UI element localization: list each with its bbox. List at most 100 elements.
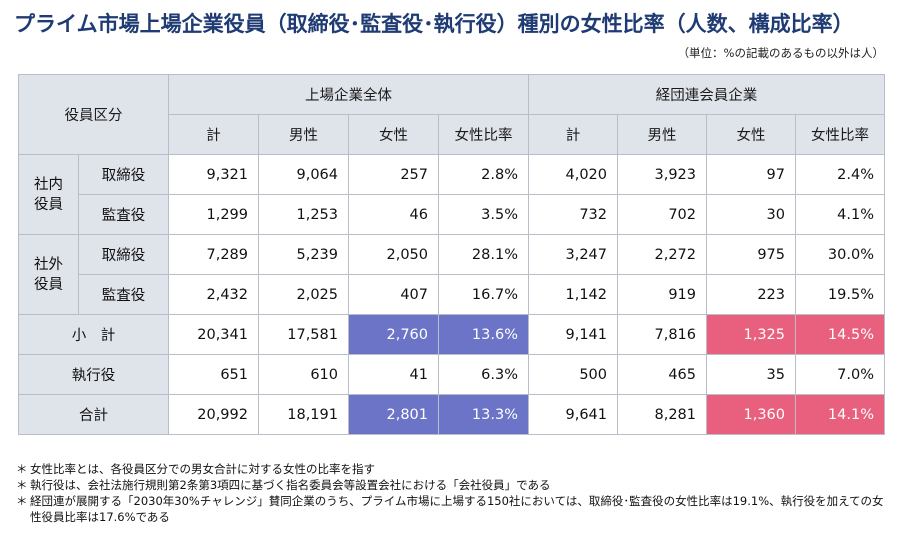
cell: 7.0%: [795, 354, 885, 395]
cell-highlight: 13.3%: [438, 394, 529, 435]
header-row-cols: 計 男性 女性 女性比率 計 男性 女性 女性比率: [19, 114, 885, 155]
cell: 975: [706, 234, 796, 275]
group-label-text: 社外 役員: [34, 256, 63, 293]
row-label: 取締役: [78, 154, 169, 195]
cell: 9,641: [528, 394, 618, 435]
footnote-mark: ＊: [16, 478, 28, 492]
cell: 1,253: [258, 194, 349, 235]
footnote: ＊ 女性比率とは、各役員区分での男女合計に対する女性の比率を指す: [16, 461, 892, 477]
cell: 46: [348, 194, 439, 235]
cell: 4.1%: [795, 194, 885, 235]
cell: 3.5%: [438, 194, 529, 235]
col-header: 女性: [706, 114, 796, 155]
table-row: 社内 役員 取締役 9,321 9,064 257 2.8% 4,020 3,9…: [18, 154, 885, 235]
cell: 223: [706, 274, 796, 315]
cell: 2.4%: [795, 154, 885, 195]
col-header: 女性: [348, 114, 439, 155]
cell: 20,992: [168, 394, 259, 435]
cell: 1,299: [168, 194, 259, 235]
col-header: 計: [168, 114, 259, 155]
cell: 732: [528, 194, 618, 235]
cell: 407: [348, 274, 439, 315]
footnote-text: 経団連が展開する「2030年30%チャレンジ」賛同企業のうち、プライム市場に上場…: [30, 494, 884, 524]
table-row: 監査役 2,432 2,025 407 16.7% 1,142 919 223 …: [19, 274, 885, 315]
table-row-total: 合計 20,992 18,191 2,801 13.3% 9,641 8,281…: [18, 394, 885, 435]
col-header: 女性比率: [438, 114, 529, 155]
cell: 2,050: [348, 234, 439, 275]
cell: 20,341: [168, 314, 259, 355]
row-label: 監査役: [78, 274, 169, 315]
table-row: 監査役 1,299 1,253 46 3.5% 732 702 30 4.1%: [19, 194, 885, 235]
cell: 919: [617, 274, 707, 315]
row-label: 監査役: [78, 194, 169, 235]
header-group-keidanren: 経団連会員企業: [528, 74, 885, 115]
cell: 4,020: [528, 154, 618, 195]
cell-highlight: 1,360: [706, 394, 796, 435]
cell-highlight: 2,760: [348, 314, 439, 355]
cell-highlight: 14.1%: [795, 394, 885, 435]
cell: 7,289: [168, 234, 259, 275]
cell: 610: [258, 354, 349, 395]
footnote-text: 執行役は、会社法施行規則第2条第3項四に基づく指名委員会等設置会社における「会社…: [30, 478, 551, 492]
cell-highlight: 13.6%: [438, 314, 529, 355]
cell: 5,239: [258, 234, 349, 275]
cell: 9,141: [528, 314, 618, 355]
col-header: 女性比率: [795, 114, 885, 155]
cell: 6.3%: [438, 354, 529, 395]
group-label-inside: 社内 役員: [18, 154, 79, 235]
cell: 2.8%: [438, 154, 529, 195]
group-label-outside: 社外 役員: [18, 234, 79, 315]
cell: 17,581: [258, 314, 349, 355]
row-label: 執行役: [18, 354, 169, 395]
col-header: 男性: [258, 114, 349, 155]
footnote-text: 女性比率とは、各役員区分での男女合計に対する女性の比率を指す: [30, 462, 375, 476]
cell: 2,025: [258, 274, 349, 315]
cell: 500: [528, 354, 618, 395]
cell: 16.7%: [438, 274, 529, 315]
table-row-subtotal: 小 計 20,341 17,581 2,760 13.6% 9,141 7,81…: [18, 314, 885, 355]
cell: 2,432: [168, 274, 259, 315]
row-label: 取締役: [78, 234, 169, 275]
cell: 702: [617, 194, 707, 235]
header-category: 役員区分: [18, 74, 169, 155]
cell: 465: [617, 354, 707, 395]
cell-highlight: 14.5%: [795, 314, 885, 355]
cell: 7,816: [617, 314, 707, 355]
header-row-groups: 役員区分 上場企業全体 経団連会員企業: [18, 74, 885, 155]
cell: 257: [348, 154, 439, 195]
cell: 19.5%: [795, 274, 885, 315]
footnote: ＊ 執行役は、会社法施行規則第2条第3項四に基づく指名委員会等設置会社における「…: [16, 477, 892, 493]
col-header: 男性: [617, 114, 707, 155]
cell: 2,272: [617, 234, 707, 275]
cell-highlight: 1,325: [706, 314, 796, 355]
footnotes: ＊ 女性比率とは、各役員区分での男女合計に対する女性の比率を指す ＊ 執行役は、…: [16, 461, 892, 525]
cell-highlight: 2,801: [348, 394, 439, 435]
unit-note: （単位：%の記載のあるもの以外は人）: [677, 46, 884, 60]
col-header: 計: [528, 114, 618, 155]
group-label-text: 社内 役員: [34, 176, 63, 213]
cell: 30: [706, 194, 796, 235]
page-title: プライム市場上場企業役員（取締役･監査役･執行役）種別の女性比率（人数、構成比率…: [14, 12, 854, 36]
cell: 30.0%: [795, 234, 885, 275]
officer-ratio-table: 役員区分 上場企業全体 経団連会員企業 計 男性 女性 女性比率 計 男性 女性…: [18, 74, 885, 435]
cell: 1,142: [528, 274, 618, 315]
cell: 35: [706, 354, 796, 395]
footnote: ＊ 経団連が展開する「2030年30%チャレンジ」賛同企業のうち、プライム市場に…: [16, 493, 892, 525]
cell: 651: [168, 354, 259, 395]
cell: 97: [706, 154, 796, 195]
cell: 9,321: [168, 154, 259, 195]
header-group-all: 上場企業全体: [168, 74, 529, 115]
cell: 41: [348, 354, 439, 395]
cell: 9,064: [258, 154, 349, 195]
cell: 3,247: [528, 234, 618, 275]
footnote-mark: ＊: [16, 494, 28, 508]
cell: 18,191: [258, 394, 349, 435]
table-row: 社外 役員 取締役 7,289 5,239 2,050 28.1% 3,247 …: [18, 234, 885, 315]
table-row: 執行役 651 610 41 6.3% 500 465 35 7.0%: [18, 354, 885, 395]
footnote-mark: ＊: [16, 462, 28, 476]
cell: 3,923: [617, 154, 707, 195]
row-label: 合計: [18, 394, 169, 435]
cell: 8,281: [617, 394, 707, 435]
cell: 28.1%: [438, 234, 529, 275]
row-label: 小 計: [18, 314, 169, 355]
